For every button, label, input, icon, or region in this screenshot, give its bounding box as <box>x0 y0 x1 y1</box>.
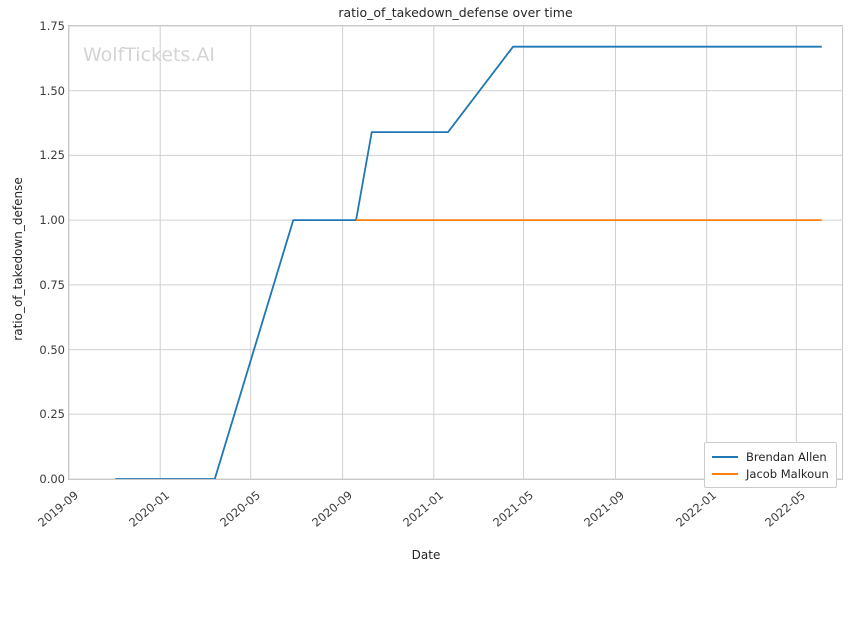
y-axis-tick-label: 0.25 <box>39 407 65 422</box>
series-line <box>115 45 822 479</box>
y-axis-tick-label: 0.50 <box>39 342 65 357</box>
chart-title: ratio_of_takedown_defense over time <box>338 5 573 20</box>
y-axis-tick-label: 1.00 <box>39 213 65 228</box>
legend-item-label: Brendan Allen <box>746 449 827 464</box>
series-lines <box>115 45 822 479</box>
y-axis-tick-label: 1.50 <box>39 83 65 98</box>
y-axis-label: ratio_of_takedown_defense <box>11 177 25 341</box>
x-axis-label: Date <box>411 548 441 562</box>
legend-item-label: Jacob Malkoun <box>746 466 829 481</box>
legend-color-swatch <box>712 472 738 475</box>
y-axis-tick-label: 1.75 <box>39 19 65 33</box>
y-axis-tick-label: 0.75 <box>39 277 65 292</box>
plot-area: WolfTickets.AI <box>68 25 843 480</box>
legend-color-swatch <box>712 455 738 458</box>
chart-legend: Brendan Allen Jacob Malkoun <box>704 442 837 488</box>
legend-item: Brendan Allen <box>712 448 829 465</box>
y-axis-tick-label: 0.00 <box>39 472 65 486</box>
legend-item: Jacob Malkoun <box>712 465 829 482</box>
grid-lines <box>69 26 842 479</box>
y-axis-tick-label: 1.25 <box>39 148 65 163</box>
chart-canvas <box>69 26 842 479</box>
chart-figure: ratio_of_takedown_defense over time Wolf… <box>11 5 843 562</box>
